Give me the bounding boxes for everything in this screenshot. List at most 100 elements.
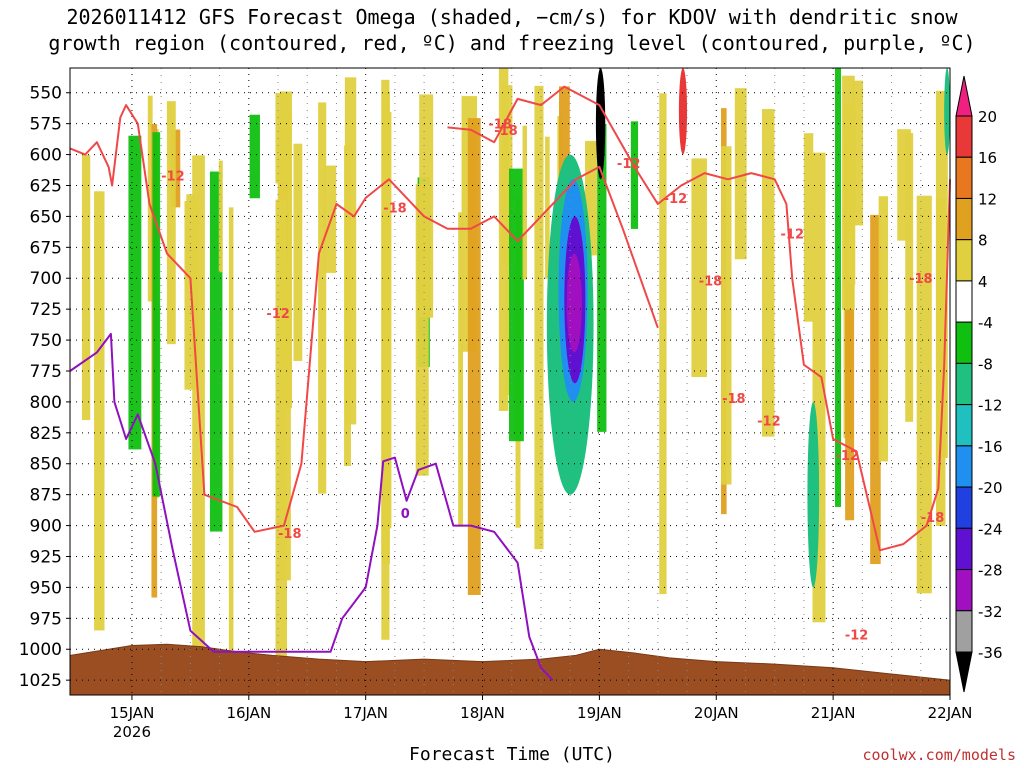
omega-streak [293,143,303,361]
contour-label: -18 [494,124,518,139]
omega-streak [522,125,527,280]
colorbar-label: -32 [978,603,1003,621]
omega-streak [545,136,550,279]
contour-label: -12 [161,170,185,185]
y-tick-label: 925 [30,547,62,567]
x-axis-tick-labels: 15JAN 16JAN 17JAN 18JAN 19JAN 20JAN 21JAN 22JAN… [110,695,973,741]
contour-label: -12 [664,192,688,207]
omega-streak [659,93,667,595]
omega-streak [721,146,732,485]
colorbar-bottom-arrow [955,651,973,693]
colorbar-label: -16 [978,438,1003,456]
y-tick-label: 650 [30,207,62,227]
y-tick-label: 1000 [19,640,62,660]
contour-label: -12 [835,449,859,464]
contour-label: -18 [699,275,723,290]
omega-streak [249,114,260,199]
y-tick-label: 775 [30,362,62,382]
omega-region [595,68,606,180]
omega-streak [905,133,914,422]
contour-label: -18 [383,202,407,217]
contour-label: -12 [781,228,805,243]
omega-streak [878,196,889,462]
colorbar-bin [955,610,973,653]
contour-label: -12 [757,414,781,429]
colorbar-label: 8 [978,232,988,250]
y-tick-label: 825 [30,424,62,444]
colorbar-top-arrow [955,75,973,117]
colorbar-label: 20 [978,108,997,126]
contour-layer: -18-12-18-18-12-12-12-18 -18-12-18-12-12-… [69,85,951,681]
omega-streak [166,101,176,345]
terrain-fill [69,643,951,696]
omega-streak [498,68,509,411]
y-tick-label: 550 [30,84,62,104]
colorbar-label: -24 [978,520,1003,538]
chart-title-line-1: 2026011412 GFS Forecast Omega (shaded, −… [66,5,958,29]
chart-title-line-2: growth region (contoured, red, ºC) and f… [48,31,976,55]
colorbar-label: -4 [978,314,993,332]
plot-frame [69,67,951,696]
colorbar-bin [955,527,973,571]
omega-streak [835,68,842,507]
omega-shading-layer [81,68,951,662]
omega-streak [935,90,948,459]
omega-streak [508,168,524,442]
y-tick-label: 1025 [19,671,62,691]
colorbar-bin [955,445,973,488]
omega-streak [852,80,864,226]
omega-streak [916,195,932,594]
x-tick-label: 15JAN [110,704,155,722]
omega-streak [597,123,607,432]
y-tick-label: 675 [30,238,62,258]
y-tick-label: 750 [30,331,62,351]
x-tick-label: 16JAN [226,704,271,722]
omega-streak [630,121,639,229]
colorbar-bin [955,280,973,323]
omega-streak [128,135,142,450]
contour-label: -12 [845,628,869,643]
omega-streak [691,158,707,378]
y-axis-tick-labels: 550 575 600 625 650 675 700 725 750 775 800 825 850 8… [19,84,70,691]
freezing-level-contour [69,332,554,681]
terrain-layer [69,643,951,696]
y-tick-label: 975 [30,609,62,629]
contour-label: -18 [488,118,512,133]
dgz-minus12-contour [69,104,659,533]
omega-streak [734,88,747,260]
y-tick-label: 600 [30,146,62,166]
credit-text: coolwx.com/models [862,746,1016,764]
omega-streak [275,199,288,662]
omega-streak [228,207,234,662]
x-tick-label: 20JAN [694,704,739,722]
colorbar-label: -20 [978,479,1003,497]
y-tick-label: 900 [30,517,62,537]
omega-streak [845,141,855,521]
colorbar: 20 16 12 8 4 -4 -8 -12 -16 -20 -24 -28 -32 -36 [955,75,1003,693]
colorbar-bin [955,362,973,406]
omega-region [678,68,688,155]
omega-streak [458,212,464,527]
colorbar-bin [955,156,973,199]
y-tick-label: 725 [30,300,62,320]
y-tick-label: 850 [30,455,62,475]
x-tick-label: 22JAN [928,704,973,722]
colorbar-bin [955,404,973,447]
colorbar-bin [955,321,973,364]
contour-label: -18 [278,527,302,542]
omega-streak [847,104,856,285]
contour-label: -18 [921,511,945,526]
x-year-label: 2026 [113,723,151,741]
x-tick-label: 21JAN [811,704,856,722]
y-tick-label: 875 [30,486,62,506]
x-tick-label: 17JAN [343,704,388,722]
omega-streak [152,132,161,497]
y-tick-label: 700 [30,269,62,289]
omega-streak [534,85,544,550]
y-tick-label: 625 [30,176,62,196]
colorbar-label: -28 [978,562,1003,580]
colorbar-label: -12 [978,397,1003,415]
omega-streak [318,102,327,494]
omega-streak [803,133,814,322]
